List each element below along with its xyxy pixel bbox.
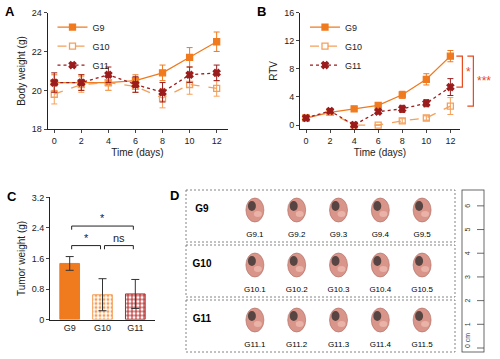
- svg-text:1.6: 1.6: [32, 254, 45, 264]
- svg-text:ns: ns: [113, 232, 125, 244]
- svg-text:G9: G9: [195, 203, 209, 214]
- svg-text:12: 12: [445, 136, 455, 146]
- svg-text:Time (days): Time (days): [354, 147, 406, 158]
- svg-text:10: 10: [421, 136, 431, 146]
- svg-text:RTV: RTV: [268, 61, 279, 81]
- svg-text:D: D: [170, 188, 179, 203]
- svg-text:6: 6: [133, 136, 138, 146]
- svg-text:G11.1: G11.1: [244, 340, 266, 349]
- svg-text:2: 2: [79, 136, 84, 146]
- svg-text:G9: G9: [93, 23, 105, 33]
- svg-text:G11: G11: [193, 313, 212, 324]
- svg-text:8: 8: [289, 64, 294, 74]
- svg-text:G9.4: G9.4: [372, 230, 390, 239]
- svg-text:G11: G11: [345, 61, 361, 71]
- svg-text:0: 0: [304, 136, 309, 146]
- svg-text:0 cm: 0 cm: [464, 333, 471, 348]
- svg-text:4: 4: [352, 136, 357, 146]
- svg-text:0: 0: [289, 120, 294, 130]
- svg-text:G11.2: G11.2: [286, 340, 308, 349]
- svg-text:12: 12: [212, 136, 222, 146]
- svg-text:0.8: 0.8: [32, 284, 45, 294]
- svg-text:G11: G11: [127, 323, 143, 333]
- svg-text:0: 0: [39, 315, 44, 325]
- svg-text:3: 3: [464, 275, 471, 279]
- svg-text:G10: G10: [345, 42, 362, 52]
- svg-text:G9: G9: [345, 23, 357, 33]
- svg-text:G10.1: G10.1: [244, 285, 266, 294]
- svg-text:G9.1: G9.1: [246, 230, 264, 239]
- svg-text:2: 2: [328, 136, 333, 146]
- svg-text:G10.5: G10.5: [411, 285, 433, 294]
- svg-text:G9: G9: [64, 323, 76, 333]
- svg-text:B: B: [257, 4, 266, 19]
- svg-text:C: C: [7, 189, 17, 204]
- svg-text:18: 18: [32, 124, 42, 134]
- svg-text:G11.3: G11.3: [328, 340, 350, 349]
- svg-text:G9.3: G9.3: [330, 230, 348, 239]
- svg-text:22: 22: [32, 47, 42, 57]
- svg-text:4: 4: [464, 251, 471, 255]
- svg-text:G10: G10: [93, 42, 110, 52]
- svg-text:4: 4: [106, 136, 111, 146]
- svg-text:G9.5: G9.5: [413, 230, 431, 239]
- svg-text:Tumor weight (g): Tumor weight (g): [16, 221, 27, 296]
- svg-text:8: 8: [160, 136, 165, 146]
- svg-text:G11: G11: [93, 61, 109, 71]
- svg-text:G10: G10: [94, 323, 111, 333]
- svg-text:24: 24: [32, 8, 42, 18]
- svg-text:0: 0: [52, 136, 57, 146]
- svg-text:Time (days): Time (days): [111, 147, 163, 158]
- svg-text:2: 2: [464, 299, 471, 303]
- svg-text:G10: G10: [193, 258, 212, 269]
- svg-text:6: 6: [464, 204, 471, 208]
- svg-text:*: *: [466, 65, 471, 79]
- svg-text:A: A: [5, 4, 15, 19]
- svg-text:G10.4: G10.4: [369, 285, 391, 294]
- svg-text:20: 20: [32, 85, 42, 95]
- svg-text:4: 4: [289, 92, 294, 102]
- svg-text:6: 6: [376, 136, 381, 146]
- svg-text:G10.3: G10.3: [328, 285, 350, 294]
- svg-text:*: *: [84, 232, 89, 244]
- svg-text:5: 5: [464, 227, 471, 231]
- svg-text:G9.2: G9.2: [288, 230, 306, 239]
- svg-text:G10.2: G10.2: [286, 285, 308, 294]
- svg-text:2.4: 2.4: [32, 223, 45, 233]
- svg-text:***: ***: [477, 74, 491, 88]
- svg-text:G11.4: G11.4: [370, 340, 392, 349]
- svg-text:10: 10: [185, 136, 195, 146]
- svg-text:12: 12: [284, 36, 294, 46]
- svg-text:8: 8: [400, 136, 405, 146]
- svg-text:Body weight (g): Body weight (g): [16, 36, 27, 105]
- svg-text:3.2: 3.2: [32, 193, 45, 203]
- svg-text:*: *: [100, 212, 105, 224]
- svg-text:1: 1: [464, 322, 471, 326]
- svg-text:G11.5: G11.5: [411, 340, 433, 349]
- svg-text:16: 16: [284, 8, 294, 18]
